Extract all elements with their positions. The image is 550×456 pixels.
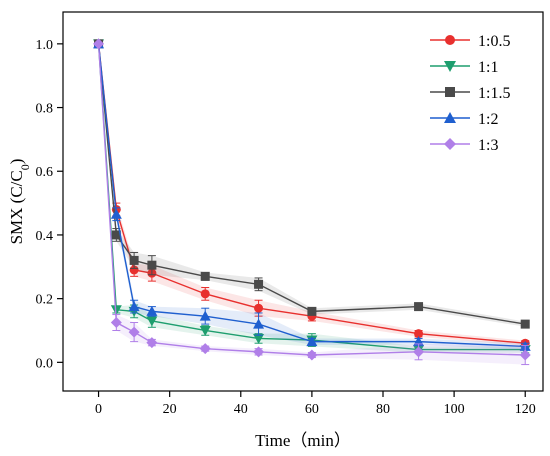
- y-tick-label: 0.0: [36, 356, 54, 371]
- marker-square: [147, 260, 157, 270]
- marker-square: [200, 271, 210, 281]
- marker-square: [520, 319, 530, 329]
- series-line: [97, 43, 526, 344]
- legend-label: 1:1.5: [478, 85, 510, 102]
- series-1:3: [93, 38, 531, 366]
- y-tick-label: 1.0: [36, 38, 54, 53]
- marker-diamond: [93, 38, 105, 50]
- y-title-close: ): [7, 159, 26, 165]
- x-tick-label: 120: [515, 402, 536, 417]
- marker-square: [307, 306, 317, 316]
- legend-label: 1:0.5: [478, 33, 510, 50]
- marker-triangle-down: [444, 61, 456, 72]
- series-line: [97, 43, 526, 348]
- marker-triangle-down: [110, 305, 122, 316]
- marker-triangle-up: [199, 310, 211, 321]
- x-tick-label: 40: [234, 402, 248, 417]
- legend-item: 1:1: [430, 59, 498, 76]
- error-band: [98, 43, 526, 346]
- marker-diamond: [444, 138, 456, 150]
- legend-label: 1:3: [478, 137, 498, 154]
- marker-triangle-up: [128, 301, 140, 312]
- marker-circle: [414, 329, 424, 339]
- marker-circle: [254, 303, 264, 313]
- legend: 1:0.5 1:1 1:1.5 1:2 1:3: [430, 33, 510, 154]
- marker-diamond: [413, 346, 425, 358]
- marker-square: [254, 279, 264, 289]
- axis-ticks: 0 20 40 60 80 100 120 0.0 0.2 0.4 0.6 0.8 1.0: [36, 38, 536, 417]
- plot-content: [93, 38, 531, 366]
- legend-item: 1:2: [430, 111, 498, 128]
- series-1:2: [93, 38, 531, 351]
- y-title-main: SMX (C/C: [7, 170, 26, 244]
- marker-triangle-up: [253, 318, 265, 329]
- marker-diamond: [199, 343, 211, 355]
- marker-circle: [200, 289, 210, 299]
- y-tick-label: 0.6: [36, 165, 54, 180]
- marker-diamond: [306, 349, 318, 361]
- y-tick-label: 0.4: [36, 229, 54, 244]
- error-band: [98, 43, 526, 365]
- legend-label: 1:2: [478, 111, 498, 128]
- marker-square: [111, 230, 121, 240]
- legend-item: 1:3: [430, 137, 498, 154]
- marker-diamond: [110, 317, 122, 329]
- marker-triangle-down: [146, 316, 158, 327]
- marker-diamond: [128, 326, 140, 338]
- series-line: [97, 43, 526, 351]
- marker-square: [414, 302, 424, 312]
- y-tick-label: 0.2: [36, 293, 54, 308]
- marker-triangle-up: [146, 305, 158, 316]
- y-axis-title: SMX (C/C0): [7, 159, 32, 245]
- legend-label: 1:1: [478, 59, 498, 76]
- x-tick-label: 80: [376, 402, 390, 417]
- marker-square: [445, 87, 455, 97]
- marker-triangle-down: [253, 333, 265, 344]
- plot-frame: [62, 11, 544, 392]
- marker-triangle-up: [110, 208, 122, 219]
- error-band: [98, 43, 526, 350]
- legend-item: 1:1.5: [430, 85, 510, 102]
- marker-triangle-down: [199, 325, 211, 336]
- series-1:1.5: [94, 39, 530, 329]
- marker-diamond: [253, 346, 265, 358]
- marker-circle: [445, 35, 455, 45]
- y-tick-label: 0.8: [36, 102, 54, 117]
- x-tick-label: 100: [444, 402, 465, 417]
- x-tick-label: 0: [95, 402, 102, 417]
- y-title-sub: 0: [18, 164, 32, 170]
- marker-square: [129, 255, 139, 265]
- marker-diamond: [519, 349, 531, 361]
- marker-diamond: [146, 337, 158, 349]
- x-axis-title: Time（min）: [255, 431, 351, 450]
- marker-circle: [129, 265, 139, 275]
- marker-triangle-up: [306, 336, 318, 347]
- error-band: [98, 43, 526, 353]
- series-1:0.5: [94, 39, 530, 348]
- x-tick-label: 20: [163, 402, 177, 417]
- marker-triangle-up: [444, 112, 456, 123]
- x-tick-label: 60: [305, 402, 319, 417]
- legend-item: 1:0.5: [430, 33, 510, 50]
